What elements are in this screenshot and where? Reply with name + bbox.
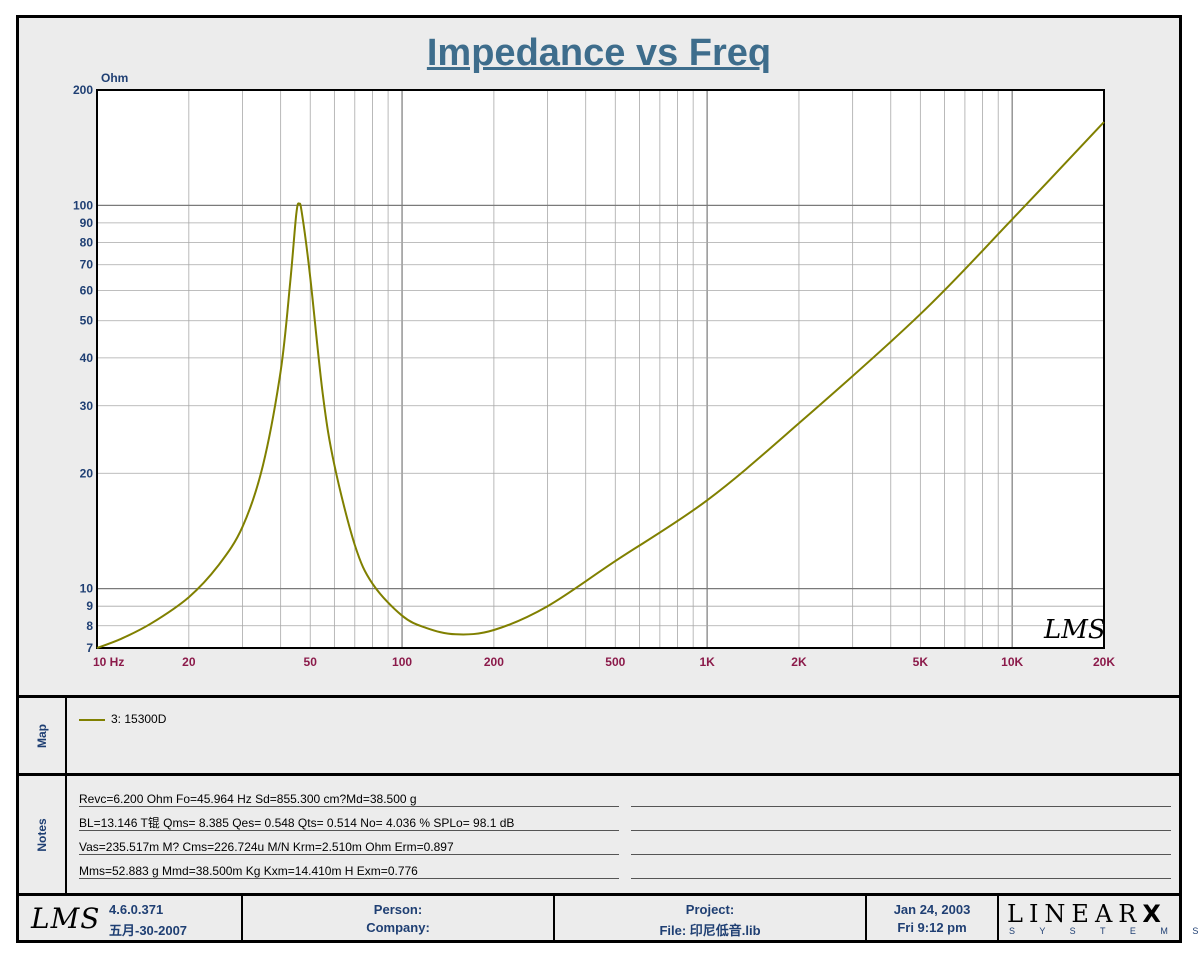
legend-entry: 3: 15300D [79, 712, 166, 726]
version-date: 五月-30-2007 [109, 923, 188, 938]
graph-section: Impedance vs Freq 10 Hz 20 50 100 200 500 1K 2K… [19, 18, 1179, 695]
linearx-wordmark: LINEARX [1007, 900, 1167, 928]
date-label: Jan 24, 2003 [893, 902, 971, 917]
lms-watermark: LMS [1043, 615, 1106, 645]
footer: LMS 4.6.0.371 五月-30-2007 Person: Company… [19, 893, 1198, 940]
plot-background [97, 90, 1104, 648]
notes-section: Notes Revc=6.200 Ohm Fo=45.964 Hz Sd=855… [19, 773, 1179, 893]
x-tick-label: 50 [304, 655, 318, 669]
y-axis-label: Ohm [101, 71, 128, 85]
y-tick-label: 7 [86, 641, 93, 655]
linearx-x: X [1142, 900, 1167, 928]
y-tick-label: 100 [73, 198, 93, 212]
x-tick-label: 500 [605, 655, 625, 669]
x-tick-label: 20 [182, 655, 196, 669]
note-blank-4 [631, 862, 1171, 879]
legend-swatch [79, 718, 105, 721]
version-number: 4.6.0.371 [109, 902, 164, 917]
map-label: Map [35, 723, 49, 748]
linearx-systems: S Y S T E M S [1009, 926, 1200, 936]
y-tick-label: 8 [86, 619, 93, 633]
y-tick-label: 40 [80, 351, 94, 365]
note-line-3: Vas=235.517m M? Cms=226.724u M/N Krm=2.5… [79, 838, 619, 855]
x-tick-label: 5K [913, 655, 929, 669]
y-tick-label: 9 [86, 599, 93, 613]
note-line-1: Revc=6.200 Ohm Fo=45.964 Hz Sd=855.300 c… [79, 790, 619, 807]
file-label: File: 印尼低音.lib [659, 923, 761, 938]
person-label: Person: [373, 902, 423, 917]
note-blank-2 [631, 814, 1171, 831]
map-side-label: Map [19, 698, 67, 773]
y-tick-label: 200 [73, 83, 93, 97]
legend-label: 3: 15300D [111, 712, 167, 726]
y-tick-label: 60 [80, 283, 94, 297]
plot-border [96, 89, 1105, 649]
x-tick-label: 100 [392, 655, 412, 669]
x-tick-label: 200 [484, 655, 504, 669]
company-label: Company: [366, 920, 430, 935]
impedance-chart: 10 Hz 20 50 100 200 500 1K 2K 5K 10K 20K 7 8 9 10 20 30 4… [73, 71, 1115, 669]
note-line-4: Mms=52.883 g Mmd=38.500m Kg Kxm=14.410m … [79, 862, 619, 879]
y-tick-label: 50 [80, 314, 94, 328]
x-tick-label: 10 Hz [93, 655, 124, 669]
time-label: Fri 9:12 pm [897, 920, 967, 935]
series-line [96, 121, 1105, 649]
chart-title: Impedance vs Freq [426, 32, 772, 74]
x-tick-label: 2K [791, 655, 807, 669]
y-tick-label: 10 [80, 582, 94, 596]
footer-person-cell: Person: Company: [243, 896, 555, 940]
report-frame: Impedance vs Freq 10 Hz 20 50 100 200 500 1K 2K… [16, 15, 1198, 943]
footer-date-cell: Jan 24, 2003 Fri 9:12 pm [867, 896, 999, 940]
notes-label: Notes [35, 817, 49, 852]
y-tick-label: 30 [80, 399, 94, 413]
note-blank-1 [631, 790, 1171, 807]
notes-side-label: Notes [19, 776, 67, 893]
y-tick-label: 80 [80, 236, 94, 250]
y-tick-label: 90 [80, 216, 94, 230]
note-blank-3 [631, 838, 1171, 855]
map-section: Map 3: 15300D [19, 695, 1179, 773]
y-tick-label: 70 [80, 258, 94, 272]
lms-logo: LMS [31, 902, 101, 935]
x-tick-label: 20K [1093, 655, 1115, 669]
note-line-2: BL=13.146 T锟 Qms= 8.385 Qes= 0.548 Qts= … [79, 814, 619, 831]
project-label: Project: [685, 902, 735, 917]
x-tick-label: 10K [1001, 655, 1023, 669]
y-tick-label: 20 [80, 466, 94, 480]
footer-project-cell: Project: File: 印尼低音.lib [555, 896, 867, 940]
linearx-brand: LINEAR [1007, 900, 1143, 928]
x-tick-label: 1K [699, 655, 715, 669]
footer-version-cell: LMS 4.6.0.371 五月-30-2007 [19, 896, 243, 940]
linearx-logo: LINEARX S Y S T E M S [999, 896, 1198, 940]
